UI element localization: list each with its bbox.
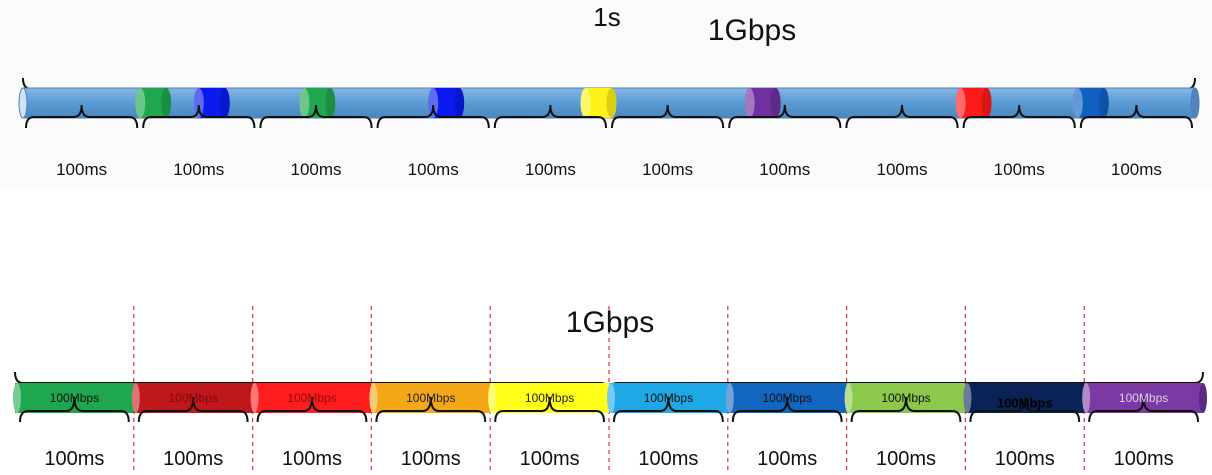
top-packet-back-face [299,88,310,118]
top-segment-brace [845,104,959,129]
top-segment-brace [142,104,256,129]
bottom-slot-end-face [963,383,972,413]
top-segment-brace [611,104,725,129]
bottom-segment-label: 100ms [638,448,699,470]
top-segment-label: 100ms [407,160,459,179]
bottom-segment-brace [494,396,605,423]
bottom-slot-label: 100Mbps [168,391,218,405]
bottom-segment-label: 100ms [163,448,224,470]
top-packet-back-face [580,88,591,118]
bottom-slot-end-face [1082,383,1091,413]
bottom-segment-brace [613,396,724,423]
bottom-slot-label: 100Mbps [996,395,1053,411]
top-segment-brace [25,104,139,129]
bottom-segment-label: 100ms [281,448,343,470]
top-packet-front-face [454,88,465,118]
top-packet-front-face [770,88,781,118]
top-packet-back-face [193,88,204,118]
bottom-segment-brace [375,396,487,423]
bottom-slot-label: 100Mbps [406,391,456,405]
bottom-slot-end-face [250,383,259,413]
bottom-segment-brace [850,396,962,423]
bottom-segment-label: 100ms [400,448,461,470]
bottom-segment-label: 100ms [994,448,1055,470]
top-packet-front-face [981,88,992,118]
bottom-segment-label: 100ms [1113,448,1174,470]
bottom-segment-label: 100ms [44,448,105,470]
bottom-segment-brace [731,396,843,423]
bottom-slot-end-face [13,383,21,413]
bottom-slot-label: 100Mbps [1118,391,1169,405]
bottom-rate-label: 1Gbps [565,306,655,339]
bottom-segment-label: 100ms [875,448,937,470]
top-segment-label: 100ms [524,160,576,179]
top-packet-back-face [428,88,439,118]
top-packet-front-face [325,88,336,118]
bottom-segment-label: 100ms [757,448,818,470]
bottom-slot-end-face [131,383,140,413]
top-segment-brace [493,104,607,129]
bottom-pipe-right-end [1199,383,1207,413]
top-rate-label: 1Gbps [707,14,797,47]
top-segment-brace [259,104,373,129]
top-packet-front-face [1098,88,1109,118]
top-packet-front-face [219,88,230,118]
top-segment-label: 100ms [993,160,1045,179]
bottom-slot-label: 100Mbps [287,391,337,405]
bottom-slot-label: 100Mbps [49,391,100,405]
bottom-slot-label: 100Mbps [881,391,931,405]
top-segment-label: 100ms [56,160,108,179]
bottom-slot-label: 100Mbps [762,391,812,405]
top-pipe-left-end [18,87,28,119]
top-segment-label: 100ms [173,160,225,179]
bottom-segment-brace [256,396,368,423]
top-segment-label: 100ms [290,160,342,179]
bottom-slot-end-face [369,383,378,413]
bottom-slot-end-face [844,383,853,413]
top-packet-back-face [1072,88,1083,118]
top-segment-label: 100ms [876,160,928,179]
top-packet-front-face [606,88,617,118]
bottom-slot-end-face [488,383,497,413]
top-packet-back-face [135,88,146,118]
top-segment-brace [728,104,842,129]
top-packet-back-face [744,88,755,118]
bottom-slot-label: 100Mbps [643,391,694,405]
top-segment-label: 100ms [642,160,694,179]
top-packet-front-face [161,88,172,118]
bottom-segment-brace [137,396,249,423]
top-segment-label: 100ms [1110,160,1162,179]
top-segment-label: 100ms [759,160,811,179]
bottom-slot-end-face [725,383,734,413]
top-pipe-right-end [1190,87,1200,119]
bottom-segment-brace [1088,396,1199,423]
top-segment-brace [962,104,1076,129]
bottom-segment-brace [969,396,1081,423]
bottom-slot-label: 100Mbps [524,391,575,405]
top-duration-label: 1s [593,2,621,32]
top-packet-back-face [955,88,966,118]
bottom-segment-label: 100ms [519,448,580,470]
top-segment-brace [376,104,490,129]
bottom-slot-end-face [607,383,615,413]
bottom-segment-brace [19,396,130,423]
top-segment-brace [1079,104,1193,129]
